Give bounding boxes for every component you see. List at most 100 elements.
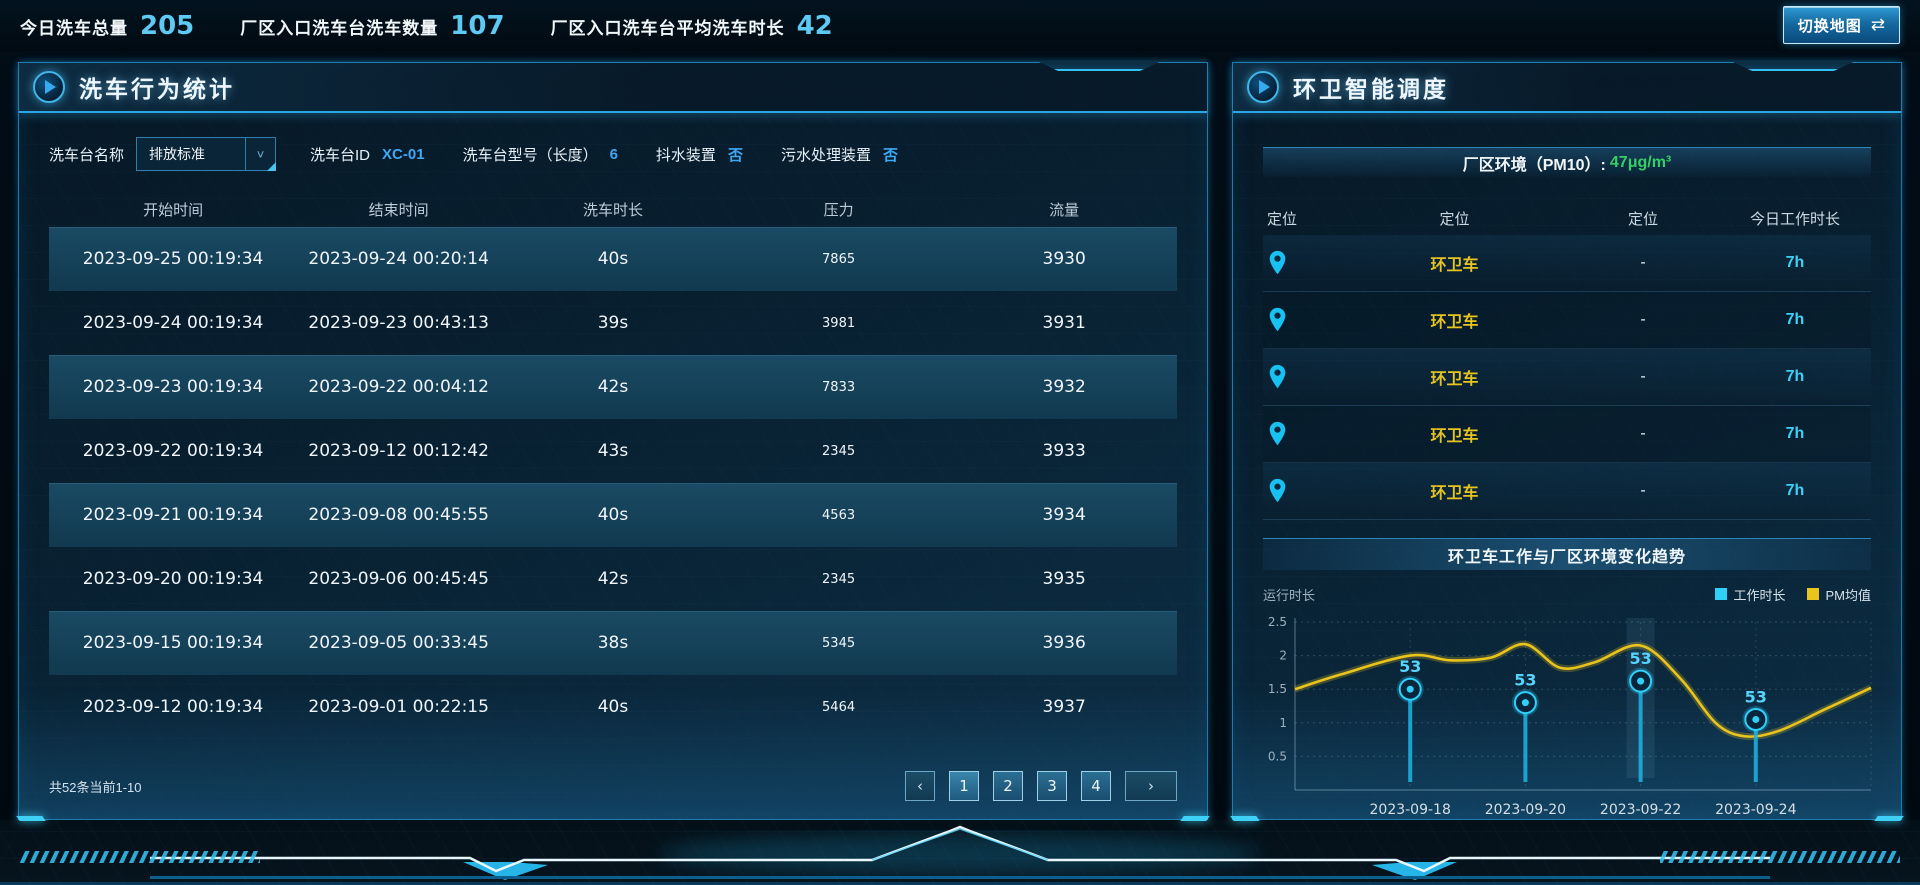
cell-start-time: 2023-09-21 00:19:34 bbox=[82, 505, 264, 525]
work-hours: 7h bbox=[1785, 482, 1805, 499]
cell-duration: 39s bbox=[597, 313, 629, 333]
location-pin-icon[interactable] bbox=[1263, 478, 1342, 504]
trend-chart: 0.5 1 1.5 2 2.5 2023-09-18 2023-09-20 2023-09-2… bbox=[1268, 615, 1873, 818]
work-hours: 7h bbox=[1785, 311, 1805, 328]
sanitation-panel-title: 环卫智能调度 bbox=[1293, 76, 1449, 102]
prev-page-button[interactable]: ‹ bbox=[905, 771, 935, 801]
stat-label: 厂区入口洗车台平均洗车时长 bbox=[550, 19, 785, 38]
svg-text:53: 53 bbox=[1745, 687, 1767, 706]
wash-stats-panel: 洗车行为统计 洗车台名称 排放标准 ˅ 洗车台ID XC-01 洗车台型号（长度… bbox=[16, 62, 1210, 821]
legend-item-PM均值[interactable]: PM均值 bbox=[1807, 585, 1871, 604]
shake-device-value: 否 bbox=[727, 146, 743, 164]
cell-end-time: 2023-09-23 00:43:13 bbox=[308, 313, 489, 333]
legend-item-工作时长[interactable]: 工作时长 bbox=[1715, 585, 1785, 604]
svg-text:53: 53 bbox=[1514, 671, 1536, 690]
column-header: 定位 bbox=[1439, 210, 1470, 228]
cell-start-time: 2023-09-20 00:19:34 bbox=[82, 569, 264, 589]
cell-end-time: 2023-09-24 00:20:14 bbox=[308, 249, 489, 269]
chart-legend: 工作时长 PM均值 bbox=[1715, 585, 1871, 604]
svg-text:2023-09-18: 2023-09-18 bbox=[1370, 802, 1451, 818]
cell-start-time: 2023-09-23 00:19:34 bbox=[82, 377, 264, 397]
table-row: 2023-09-21 00:19:34 2023-09-08 00:45:55 40… bbox=[49, 483, 1177, 547]
svg-text:2: 2 bbox=[1279, 649, 1287, 663]
stat-value: 205 bbox=[140, 11, 195, 41]
stat-item: 厂区入口洗车台平均洗车时长 42 bbox=[551, 11, 833, 41]
pm10-value: 47μg/m³ bbox=[1609, 153, 1672, 171]
cell-pressure: 5464 bbox=[822, 699, 856, 715]
page-button-3[interactable]: 3 bbox=[1037, 771, 1067, 801]
stat-label: 厂区入口洗车台洗车数量 bbox=[240, 19, 439, 38]
table-row: 2023-09-23 00:19:34 2023-09-22 00:04:12 42… bbox=[49, 355, 1177, 419]
cell-pressure: 3981 bbox=[822, 315, 856, 331]
stat-value: 42 bbox=[796, 11, 833, 41]
cell-start-time: 2023-09-15 00:19:34 bbox=[82, 633, 264, 653]
vehicle-location: - bbox=[1640, 368, 1646, 385]
location-pin-icon[interactable] bbox=[1263, 307, 1342, 333]
stat-item: 厂区入口洗车台洗车数量 107 bbox=[240, 11, 504, 41]
table-row: 2023-09-22 00:19:34 2023-09-12 00:12:42 43… bbox=[49, 419, 1177, 483]
switch-map-label: 切换地图 bbox=[1797, 17, 1862, 35]
location-pin-icon[interactable] bbox=[1263, 364, 1342, 390]
station-model-label: 洗车台型号（长度） bbox=[462, 146, 598, 164]
chart-legend-row: 运行时长 工作时长 PM均值 bbox=[1263, 584, 1871, 604]
cell-duration: 38s bbox=[597, 633, 629, 653]
top-stats: 今日洗车总量 205 厂区入口洗车台洗车数量 107 厂区入口洗车台平均洗车时长 42 bbox=[20, 11, 833, 41]
vehicle-location: - bbox=[1640, 254, 1646, 271]
location-pin-icon[interactable] bbox=[1263, 421, 1342, 447]
column-header: 定位 bbox=[1267, 210, 1298, 228]
wash-panel-header: 洗车行为统计 bbox=[19, 63, 1207, 113]
play-icon bbox=[1247, 71, 1279, 103]
pagination: 共52条当前1-10 ‹ 1 2 3 4 › bbox=[49, 771, 1177, 801]
page-button-1[interactable]: 1 bbox=[949, 771, 979, 801]
location-pin-icon[interactable] bbox=[1263, 250, 1342, 276]
fleet-table-body: 环卫车 - 7h 环卫车 - 7h 环卫车 - 7h 环卫车 - 7h 环卫车 - 7h bbox=[1263, 235, 1871, 520]
work-hours: 7h bbox=[1785, 425, 1805, 442]
stat-item: 今日洗车总量 205 bbox=[20, 11, 194, 41]
table-row: 2023-09-15 00:19:34 2023-09-05 00:33:45 38… bbox=[49, 611, 1177, 675]
panel-notch bbox=[1733, 62, 1853, 71]
switch-map-button[interactable]: 切换地图 ⇄ bbox=[1782, 6, 1900, 44]
cell-end-time: 2023-09-06 00:45:45 bbox=[308, 569, 489, 589]
cell-flow: 3933 bbox=[1042, 441, 1086, 461]
vehicle-name: 环卫车 bbox=[1430, 257, 1479, 274]
cell-duration: 42s bbox=[597, 377, 629, 397]
cell-pressure: 4563 bbox=[822, 507, 856, 523]
sanitation-panel-header: 环卫智能调度 bbox=[1233, 63, 1901, 113]
wash-table-body: 2023-09-25 00:19:34 2023-09-24 00:20:14 40… bbox=[49, 227, 1177, 739]
fleet-row: 环卫车 - 7h bbox=[1263, 406, 1871, 463]
cell-end-time: 2023-09-01 00:22:15 bbox=[308, 697, 489, 717]
stat-label: 今日洗车总量 bbox=[20, 19, 128, 38]
sewage-device-value: 否 bbox=[882, 146, 898, 164]
station-name-select[interactable]: 排放标准 ˅ bbox=[136, 137, 277, 171]
svg-text:2.5: 2.5 bbox=[1268, 615, 1287, 629]
corner-accent bbox=[1180, 816, 1210, 821]
cell-flow: 3935 bbox=[1042, 569, 1086, 589]
cell-flow: 3932 bbox=[1042, 377, 1086, 397]
cell-start-time: 2023-09-22 00:19:34 bbox=[82, 441, 264, 461]
cell-flow: 3931 bbox=[1042, 313, 1086, 333]
table-row: 2023-09-25 00:19:34 2023-09-24 00:20:14 40… bbox=[49, 227, 1177, 291]
page-button-2[interactable]: 2 bbox=[993, 771, 1023, 801]
footer-tech-lines bbox=[0, 825, 1920, 885]
top-stat-bar: 今日洗车总量 205 厂区入口洗车台洗车数量 107 厂区入口洗车台平均洗车时长 42 切… bbox=[0, 0, 1920, 52]
next-page-button[interactable]: › bbox=[1125, 771, 1177, 801]
page-button-4[interactable]: 4 bbox=[1081, 771, 1111, 801]
footer-decoration bbox=[0, 820, 1920, 885]
pm10-env-bar: 厂区环境（PM10）: 47μg/m³ bbox=[1263, 147, 1871, 177]
svg-text:1: 1 bbox=[1279, 716, 1287, 730]
cell-flow: 3936 bbox=[1042, 633, 1086, 653]
cell-pressure: 2345 bbox=[822, 443, 856, 459]
column-header: 压力 bbox=[823, 201, 854, 219]
svg-text:0.5: 0.5 bbox=[1268, 749, 1287, 763]
column-header: 定位 bbox=[1627, 210, 1658, 228]
vehicle-name: 环卫车 bbox=[1430, 314, 1479, 331]
chevron-down-icon: ˅ bbox=[245, 138, 275, 170]
stat-value: 107 bbox=[450, 11, 505, 41]
vehicle-location: - bbox=[1640, 425, 1646, 442]
corner-accent bbox=[1230, 816, 1260, 821]
vehicle-name: 环卫车 bbox=[1430, 371, 1479, 388]
fleet-row: 环卫车 - 7h bbox=[1263, 235, 1871, 292]
legend-label: PM均值 bbox=[1825, 587, 1871, 603]
shake-device-label: 抖水装置 bbox=[655, 146, 716, 164]
wash-table-header: 开始时间 结束时间 洗车时长 压力 流量 bbox=[49, 191, 1177, 227]
